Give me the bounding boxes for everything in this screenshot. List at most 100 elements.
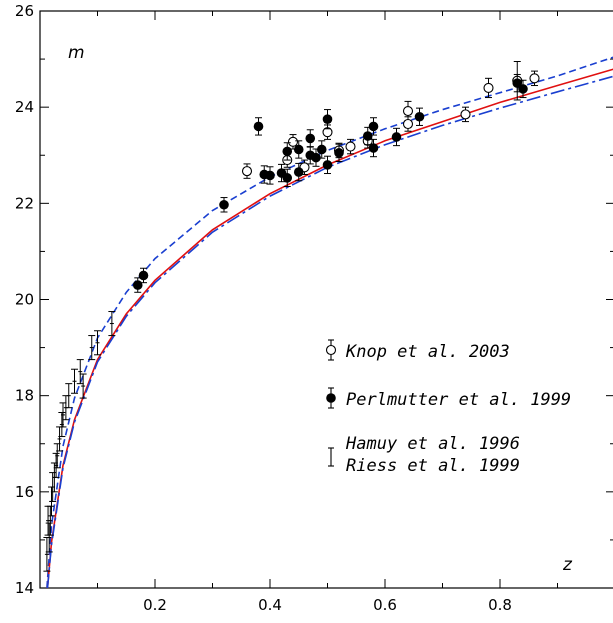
y-tick-label: 24 [15,98,34,116]
data-point [368,117,379,136]
y-tick-label: 26 [15,2,34,20]
data-point [282,168,293,188]
filled-circle-marker [293,144,304,155]
plot-frame [39,10,613,589]
data-point [53,443,61,469]
filled-circle-marker [322,114,333,124]
data-point [483,77,494,99]
open-circle-marker-icon [325,344,337,356]
x-tick-label: 0.8 [488,596,512,614]
y-tick-label: 16 [15,483,34,501]
x-axis-label: z [562,555,573,575]
data-point [241,163,253,179]
legend-label-perlmutter: Perlmutter et al. 1999 [346,390,571,410]
open-circle-marker [241,166,253,177]
data-point [138,267,149,284]
data-point [402,116,414,132]
data-point [282,142,293,161]
x-tick-label: 0.4 [258,596,282,614]
data-point [345,138,356,155]
data-point [59,402,67,428]
x-tick-label: 0.6 [373,596,397,614]
y-tick-label: 14 [15,579,34,597]
data-point [219,197,229,213]
data-point [391,127,402,147]
filled-circle-marker [368,143,379,153]
data-point [79,373,87,399]
filled-circle-marker [391,132,402,142]
data-point [132,277,143,293]
filled-circle-marker [362,131,373,141]
data-point [368,138,379,158]
legend-item-perlmutter: Perlmutter et al. 1999 [326,387,571,410]
y-axis-label: m [68,43,85,63]
open-circle-marker [287,136,299,147]
filled-circle-marker [305,133,316,144]
filled-circle-marker [414,111,425,122]
data-point [71,368,78,394]
x-tick-label: 0.2 [143,596,167,614]
filled-circle-marker [138,270,149,281]
data-point [65,383,73,409]
filled-circle-marker [253,121,264,132]
data-point [45,522,53,553]
filled-circle-marker [293,167,304,177]
data-point [305,129,316,148]
filled-circle-marker [334,148,344,158]
filled-circle-marker [311,152,321,163]
axis-ticks [40,10,613,589]
data-point [88,335,96,361]
data-point [46,505,54,536]
legend-label-knop: Knop et al. 2003 [345,342,510,362]
open-circle-marker [529,73,540,84]
filled-circle-marker-icon [326,393,336,403]
model-curve-dashdot [46,75,613,589]
legend-label-hamuy: Hamuy et al. 1996 [345,434,520,454]
filled-circle-marker [282,146,293,157]
data-point [322,109,333,130]
data-point [518,79,528,99]
y-tick-label: 20 [15,291,34,309]
data-point [293,140,304,159]
filled-circle-marker [132,280,143,290]
data-point [293,162,304,182]
open-circle-marker [460,109,471,120]
legend-item-hamuy-riess: Hamuy et al. 1996 Riess et al. 1999 [328,434,520,476]
filled-circle-marker [265,170,275,181]
model-curves [46,56,613,589]
data-point [460,106,471,123]
data-point [414,107,425,126]
data-point [265,166,275,185]
open-circle-marker [345,141,356,152]
filled-circle-marker [518,84,528,94]
data-point [322,155,333,175]
model-curve-dashed [46,56,613,589]
data-points [43,60,540,572]
filled-circle-marker [322,160,333,170]
axis-tick-labels: 14 16 18 20 22 24 26 0.2 0.4 0.6 0.8 [15,2,512,614]
filled-circle-marker [219,199,229,210]
data-point [362,126,373,146]
data-point [529,70,540,87]
filled-circle-marker [316,144,327,155]
data-point [334,143,344,163]
legend-label-riess: Riess et al. 1999 [346,456,520,476]
filled-circle-marker [368,121,379,132]
open-circle-marker [402,105,414,117]
open-circle-marker [483,82,494,93]
legend: Knop et al. 2003 Perlmutter et al. 1999 … [325,339,571,476]
legend-item-knop: Knop et al. 2003 [325,339,510,362]
data-point [58,411,66,438]
data-point [108,311,116,337]
data-point [52,452,60,478]
filled-circle-marker [282,173,293,183]
data-point [76,359,84,385]
data-point [253,117,264,136]
data-point [316,140,327,159]
data-point [94,330,101,356]
y-tick-label: 18 [15,387,34,405]
y-tick-label: 22 [15,194,34,212]
model-curve-solid [46,68,613,589]
open-circle-marker [402,118,414,130]
